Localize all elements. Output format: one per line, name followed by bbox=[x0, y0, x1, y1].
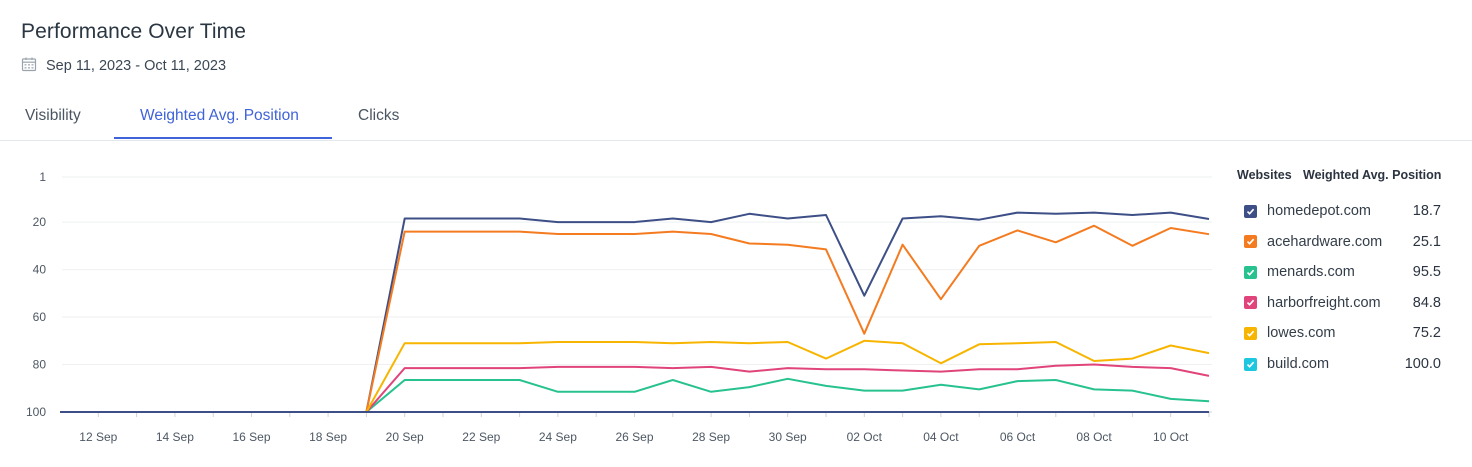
series-line-menards-com[interactable] bbox=[60, 377, 1210, 413]
x-axis: 12 Sep 14 Sep 16 Sep 18 Sep 20 Sep 22 Sep 24 S… bbox=[62, 411, 1212, 444]
page-title: Performance Over Time bbox=[21, 20, 246, 43]
legend-header-metric: Weighted Avg. Position bbox=[1303, 168, 1442, 182]
legend-item-value: 100.0 bbox=[1404, 356, 1441, 372]
legend-item-homedepot-com[interactable]: homedepot.com 18.7 bbox=[1244, 200, 1441, 222]
x-tick-label: 06 Oct bbox=[1000, 430, 1036, 444]
legend-item-name: menards.com bbox=[1267, 264, 1355, 281]
legend-item-harborfreight-com[interactable]: harborfreight.com 84.8 bbox=[1244, 292, 1441, 314]
series-line-harborfreight-com[interactable] bbox=[60, 363, 1210, 413]
tab-visibility[interactable]: Visibility bbox=[25, 107, 81, 124]
y-tick-label: 20 bbox=[33, 215, 47, 229]
checkbox-checked-icon[interactable] bbox=[1244, 265, 1257, 279]
legend-item-name: acehardware.com bbox=[1267, 233, 1383, 250]
legend-item-lowes-com[interactable]: lowes.com 75.2 bbox=[1244, 322, 1441, 344]
x-tick-label: 10 Oct bbox=[1153, 430, 1189, 444]
x-tick-label: 20 Sep bbox=[386, 430, 424, 444]
y-tick-label: 1 bbox=[39, 170, 46, 184]
x-tick-label: 16 Sep bbox=[232, 430, 270, 444]
y-tick-label: 60 bbox=[33, 310, 47, 324]
line-chart: 1 20 40 60 80 100 12 Sep 14 Sep 16 Sep 18 Sep 20 … bbox=[26, 170, 1212, 444]
legend-item-name: build.com bbox=[1267, 356, 1330, 372]
checkbox-checked-icon[interactable] bbox=[1244, 296, 1257, 310]
legend-item-menards-com[interactable]: menards.com 95.5 bbox=[1244, 261, 1441, 283]
legend-item-value: 18.7 bbox=[1412, 203, 1441, 219]
x-tick-label: 18 Sep bbox=[309, 430, 347, 444]
legend-item-value: 95.5 bbox=[1412, 264, 1441, 281]
x-tick-label: 04 Oct bbox=[923, 430, 959, 444]
tab-clicks[interactable]: Clicks bbox=[358, 107, 400, 124]
legend-item-build-com[interactable]: build.com 100.0 bbox=[1244, 353, 1441, 375]
series-line-homedepot-com[interactable] bbox=[60, 211, 1210, 413]
legend-item-value: 84.8 bbox=[1412, 294, 1441, 311]
x-tick-label: 28 Sep bbox=[692, 430, 730, 444]
chart-grid bbox=[62, 176, 1212, 413]
y-tick-label: 100 bbox=[26, 405, 46, 419]
x-tick-label: 12 Sep bbox=[79, 430, 117, 444]
x-tick-label: 24 Sep bbox=[539, 430, 577, 444]
x-tick-label: 02 Oct bbox=[847, 430, 883, 444]
legend-item-name: harborfreight.com bbox=[1267, 294, 1381, 311]
legend-header-websites: Websites bbox=[1237, 168, 1292, 182]
x-tick-label: 30 Sep bbox=[769, 430, 807, 444]
series-line-acehardware-com[interactable] bbox=[60, 224, 1210, 413]
x-tick-label: 26 Sep bbox=[615, 430, 653, 444]
legend-item-value: 25.1 bbox=[1412, 233, 1441, 250]
calendar-icon bbox=[21, 56, 37, 76]
y-tick-label: 80 bbox=[33, 358, 47, 372]
date-range-text: Sep 11, 2023 - Oct 11, 2023 bbox=[46, 58, 227, 74]
legend-item-name: homedepot.com bbox=[1267, 203, 1371, 219]
chart-series bbox=[60, 211, 1210, 413]
y-axis: 1 20 40 60 80 100 bbox=[26, 170, 46, 419]
tab-bar: Visibility Weighted Avg. Position Clicks bbox=[0, 96, 1472, 141]
legend-item-value: 75.2 bbox=[1412, 325, 1441, 342]
y-tick-label: 40 bbox=[33, 263, 47, 277]
x-tick-label: 08 Oct bbox=[1076, 430, 1112, 444]
legend-item-name: lowes.com bbox=[1267, 325, 1336, 342]
checkbox-checked-icon[interactable] bbox=[1244, 326, 1257, 340]
legend-item-acehardware-com[interactable]: acehardware.com 25.1 bbox=[1244, 231, 1441, 253]
checkbox-checked-icon[interactable] bbox=[1244, 357, 1257, 371]
x-tick-label: 14 Sep bbox=[156, 430, 194, 444]
tab-weighted-avg-position[interactable]: Weighted Avg. Position bbox=[140, 107, 299, 124]
date-range[interactable]: Sep 11, 2023 - Oct 11, 2023 bbox=[21, 56, 226, 76]
series-line-lowes-com[interactable] bbox=[60, 339, 1210, 413]
checkbox-checked-icon[interactable] bbox=[1244, 204, 1257, 218]
x-tick-label: 22 Sep bbox=[462, 430, 500, 444]
active-tab-indicator bbox=[114, 137, 332, 139]
header: Performance Over Time bbox=[21, 20, 246, 44]
checkbox-checked-icon[interactable] bbox=[1244, 235, 1257, 249]
